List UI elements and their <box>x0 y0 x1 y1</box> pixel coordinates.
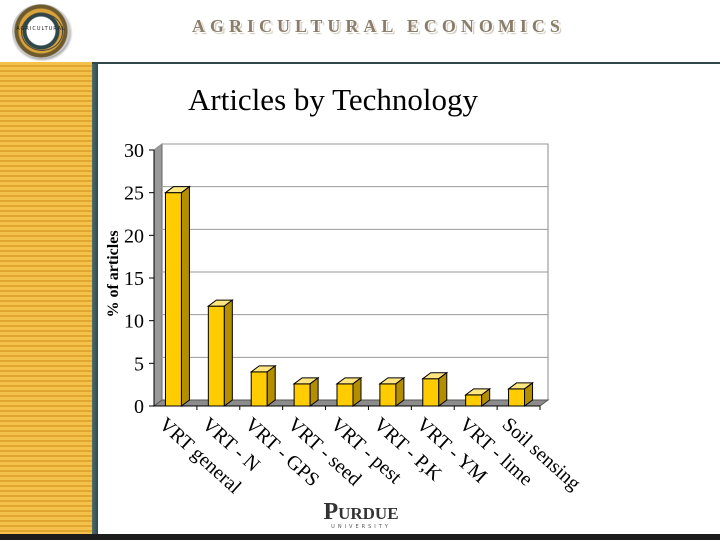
gridline-side <box>153 186 163 194</box>
logo-wordmark: Purdue <box>323 499 399 525</box>
gridline-side <box>153 271 163 279</box>
bar-side <box>524 381 534 407</box>
y-tick-label: 20 <box>124 225 144 247</box>
bar <box>336 383 354 407</box>
stripe-edge <box>92 62 98 540</box>
seal-text: AGRICULTURAL <box>16 26 66 32</box>
top-rule <box>92 62 720 64</box>
bar <box>379 383 397 407</box>
logo-subtitle: UNIVERSITY <box>331 524 391 530</box>
university-seal-logo: AGRICULTURAL <box>12 4 70 58</box>
bar-side <box>223 299 233 407</box>
y-tick-label: 0 <box>134 396 144 418</box>
bar-side <box>395 376 405 407</box>
purdue-logo: Purdue UNIVERSITY <box>318 500 404 530</box>
bar <box>207 305 225 407</box>
bar-side <box>352 376 362 407</box>
y-tick-label: 5 <box>134 353 144 375</box>
bar-side <box>266 364 276 407</box>
bar-side <box>481 387 491 407</box>
bar <box>422 378 440 407</box>
bar <box>465 394 483 407</box>
gridline-side <box>153 314 163 322</box>
bar-side <box>438 371 448 407</box>
bar <box>250 371 268 407</box>
header-band <box>0 0 720 62</box>
slide-title: Articles by Technology <box>188 82 478 117</box>
y-tick-label: 10 <box>124 311 144 333</box>
department-title: AGRICULTURAL ECONOMICS <box>192 16 565 36</box>
y-tick-label: 15 <box>124 268 144 290</box>
gridline-side <box>153 228 163 236</box>
bar-side <box>180 185 190 407</box>
seal-ring <box>21 13 63 51</box>
bar <box>164 192 182 407</box>
bottom-rule <box>0 534 720 540</box>
decorative-stripe <box>0 62 92 540</box>
bar <box>293 383 311 407</box>
y-tick-label: 30 <box>124 140 144 162</box>
y-tick-label: 25 <box>124 183 144 205</box>
bar-side <box>309 376 319 407</box>
y-axis-label: % of articles <box>105 230 122 317</box>
gridline-side <box>153 143 163 151</box>
gridline-side <box>153 356 163 364</box>
bar <box>508 388 526 407</box>
